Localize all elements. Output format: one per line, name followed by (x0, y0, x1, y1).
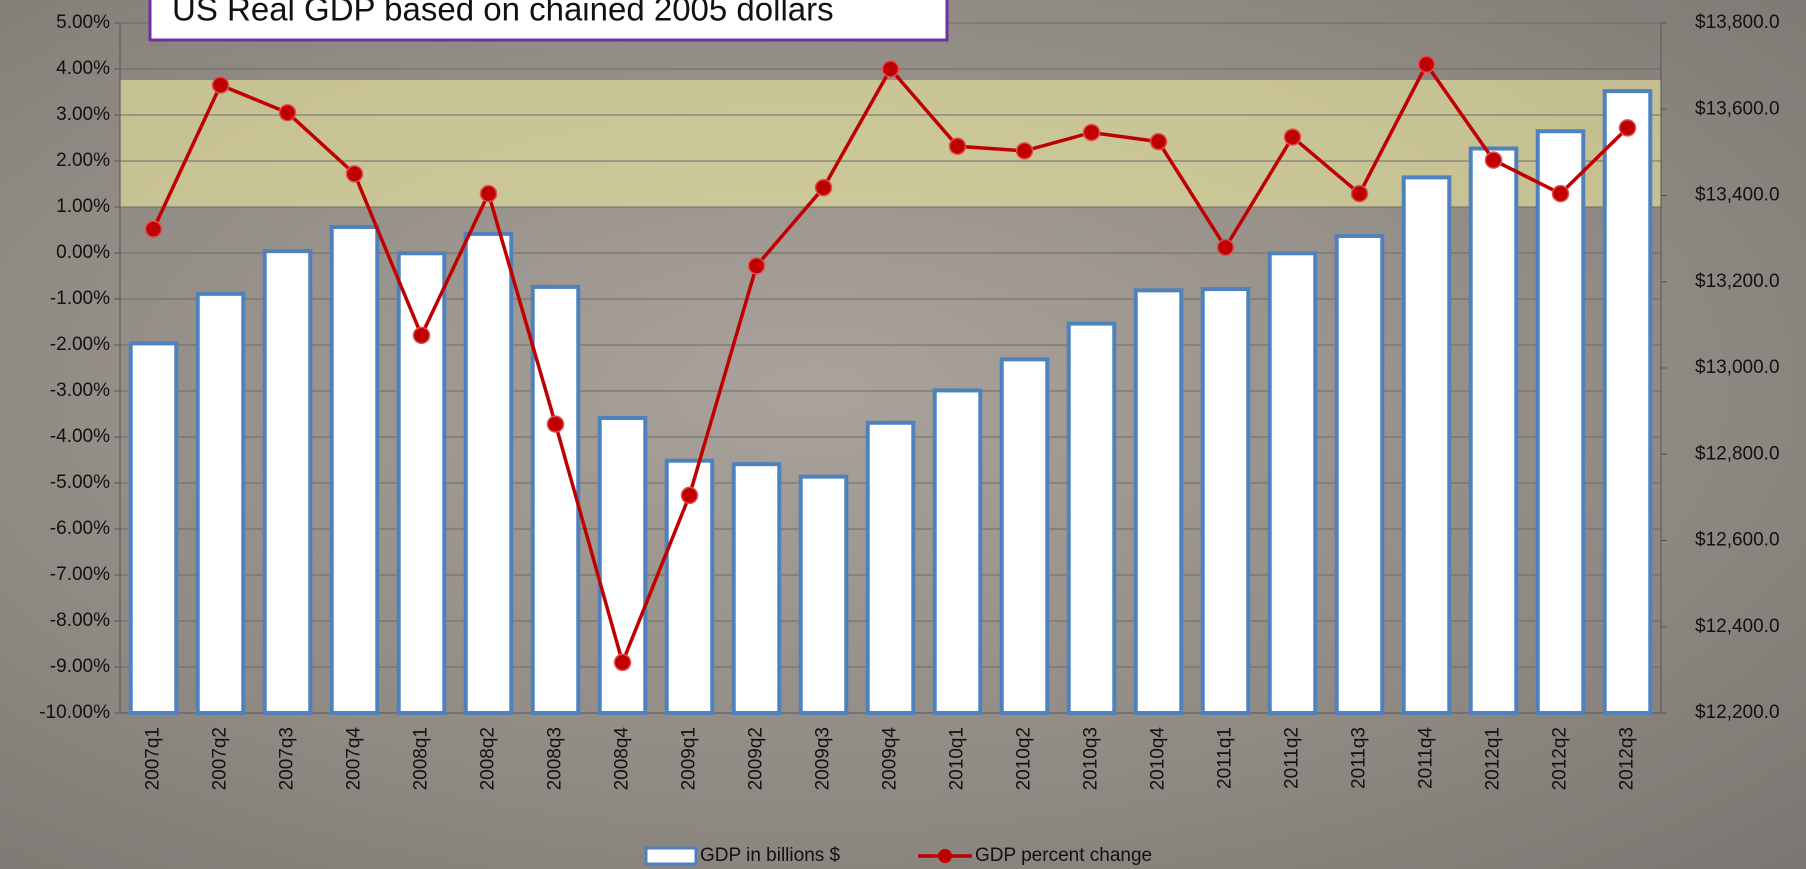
point (280, 105, 296, 121)
y-tick-label: -3.00% (50, 380, 110, 401)
bar (332, 227, 378, 713)
y-tick-label: -9.00% (50, 656, 110, 677)
point (548, 416, 564, 432)
bar (466, 234, 512, 713)
x-tick-label: 2012q3 (1617, 727, 1638, 790)
y-tick-label: -6.00% (50, 518, 110, 539)
bar (1002, 359, 1048, 713)
y-tick-label: -5.00% (50, 472, 110, 493)
bar (131, 343, 177, 713)
y2-tick-label: $13,400.0 (1695, 185, 1780, 206)
x-tick-label: 2009q2 (746, 727, 767, 790)
point (1553, 186, 1569, 202)
x-tick-label: 2011q4 (1416, 727, 1437, 789)
x-tick-label: 2011q3 (1349, 727, 1370, 789)
point (414, 327, 430, 343)
point (1017, 143, 1033, 159)
x-tick-label: 2008q3 (545, 727, 566, 790)
x-tick-label: 2008q4 (612, 727, 633, 791)
point (816, 180, 832, 196)
x-tick-label: 2008q1 (411, 727, 432, 790)
point (213, 77, 229, 93)
y-tick-label: 0.00% (56, 242, 110, 263)
bar (734, 464, 780, 713)
bar (1203, 289, 1249, 713)
point (1352, 186, 1368, 202)
point (146, 221, 162, 237)
bar (533, 287, 579, 713)
x-tick-label: 2007q3 (277, 727, 298, 790)
y2-tick-label: $13,200.0 (1695, 271, 1780, 292)
x-tick-label: 2007q1 (143, 727, 164, 790)
point (1285, 129, 1301, 145)
x-tick-label: 2007q2 (210, 727, 231, 790)
x-tick-label: 2012q1 (1483, 727, 1504, 790)
bar (1471, 148, 1517, 713)
point (1218, 239, 1234, 255)
y-tick-label: -10.00% (39, 702, 110, 723)
page: {"chart_data": {"type": "bar-line", "tit… (0, 0, 1806, 869)
bar (1069, 324, 1115, 713)
y2-tick-label: $12,400.0 (1695, 616, 1780, 637)
bar (265, 251, 311, 713)
point (883, 61, 899, 77)
bar (399, 253, 445, 713)
point (1486, 152, 1502, 168)
x-tick-label: 2010q4 (1148, 727, 1169, 791)
x-tick-label: 2012q2 (1550, 727, 1571, 790)
x-tick-label: 2011q2 (1282, 727, 1303, 789)
point (615, 654, 631, 670)
point (749, 258, 765, 274)
chart: -10.00% -9.00% -8.00% -7.00% -6.00% -5.00% -4.… (0, 0, 1806, 869)
point (481, 186, 497, 202)
y2-tick-label: $13,800.0 (1695, 12, 1780, 33)
y2-tick-label: $12,600.0 (1695, 530, 1780, 551)
bar (1337, 236, 1383, 713)
bar (935, 390, 981, 713)
bar (198, 294, 244, 713)
legend-label: GDP percent change (975, 845, 1152, 866)
x-tick-label: 2009q4 (880, 727, 901, 791)
x-tick-label: 2008q2 (478, 727, 499, 790)
point (1084, 124, 1100, 140)
y-tick-label: -4.00% (50, 426, 110, 447)
bar (1538, 131, 1584, 713)
y2-tick-label: $12,200.0 (1695, 702, 1780, 723)
bar (1136, 290, 1182, 713)
point (1620, 120, 1636, 136)
y-tick-label: 3.00% (56, 104, 110, 125)
x-tick-label: 2009q3 (813, 727, 834, 790)
chart-title: US Real GDP based on chained 2005 dollar… (172, 0, 834, 28)
x-tick-label: 2009q1 (679, 727, 700, 790)
y-tick-label: 5.00% (56, 12, 110, 33)
bar (801, 477, 847, 713)
bar (1270, 253, 1316, 713)
legend-swatch (646, 848, 696, 864)
x-tick-label: 2011q1 (1215, 727, 1236, 789)
point (950, 138, 966, 154)
x-tick-label: 2010q1 (947, 727, 968, 790)
y-tick-label: 2.00% (56, 150, 110, 171)
bar (1404, 177, 1450, 713)
y2-tick-label: $12,800.0 (1695, 443, 1780, 464)
legend-swatch (938, 849, 952, 863)
y-tick-label: 4.00% (56, 58, 110, 79)
y-tick-label: -8.00% (50, 610, 110, 631)
y2-tick-label: $13,600.0 (1695, 98, 1780, 119)
bar (1605, 91, 1651, 713)
bar (868, 423, 914, 713)
y-tick-label: -1.00% (50, 288, 110, 309)
x-tick-label: 2010q2 (1014, 727, 1035, 790)
y-tick-label: 1.00% (56, 196, 110, 217)
point (347, 166, 363, 182)
point (682, 487, 698, 503)
x-tick-label: 2007q4 (344, 727, 365, 791)
y-tick-label: -2.00% (50, 334, 110, 355)
legend-label: GDP in billions $ (700, 845, 841, 866)
point (1419, 56, 1435, 72)
y2-tick-label: $13,000.0 (1695, 357, 1780, 378)
x-tick-label: 2010q3 (1081, 727, 1102, 790)
y-tick-label: -7.00% (50, 564, 110, 585)
point (1151, 134, 1167, 150)
